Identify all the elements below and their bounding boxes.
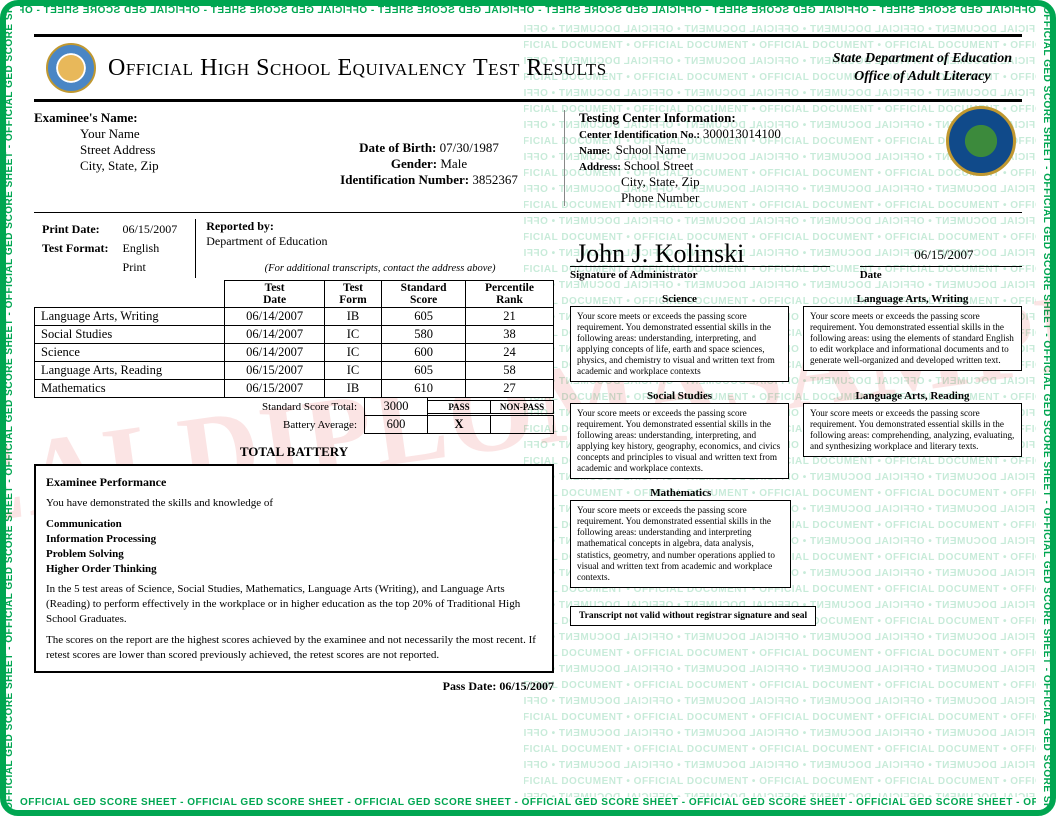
info-row: Examinee's Name: Your Name Street Addres… bbox=[34, 110, 1022, 206]
total-value: 3000 bbox=[364, 397, 428, 416]
center-phone: Phone Number bbox=[579, 190, 1022, 206]
totals-row-1: Standard Score Total: 3000 PASS NON-PASS bbox=[254, 397, 554, 416]
signature-value: John J. Kolinski bbox=[570, 239, 830, 267]
nonpass-mark bbox=[490, 415, 554, 434]
signature-label: Signature of Administrator bbox=[570, 269, 830, 281]
examinee-name: Your Name bbox=[34, 126, 294, 142]
center-id-label: Center Identification No.: bbox=[579, 129, 700, 141]
header: Official High School Equivalency Test Re… bbox=[34, 34, 1022, 102]
dept-line1: State Department of Education bbox=[833, 50, 1012, 68]
idnum-value: 3852367 bbox=[472, 172, 518, 187]
state-seal-icon bbox=[46, 43, 96, 93]
fb-math: Your score meets or exceeds the passing … bbox=[570, 500, 791, 587]
divider bbox=[34, 212, 1022, 213]
pass-date-row: Pass Date: 06/15/2007 bbox=[34, 679, 554, 694]
border-text-top: OFFICIAL GED SCORE SHEET - OFFICIAL GED … bbox=[20, 5, 1036, 19]
avg-value: 600 bbox=[364, 415, 428, 434]
avg-label: Battery Average: bbox=[275, 417, 365, 433]
nonpass-header: NON-PASS bbox=[490, 400, 554, 414]
idnum-label: Identification Number: bbox=[340, 172, 469, 187]
document-title: Official High School Equivalency Test Re… bbox=[108, 55, 833, 82]
testing-center-block: Testing Center Information: Center Ident… bbox=[564, 110, 1022, 206]
pass-date-value: 06/15/2007 bbox=[499, 679, 554, 693]
left-column: Print Date:06/15/2007 Test Format:Englis… bbox=[34, 219, 554, 694]
department-block: State Department of Education Office of … bbox=[833, 50, 1022, 86]
signature-date-label: Date bbox=[860, 269, 1022, 281]
signature-date: 06/15/2007 bbox=[860, 239, 1022, 267]
table-row: Social Studies bbox=[35, 326, 225, 344]
perf-heading: Examinee Performance bbox=[46, 474, 542, 490]
examinee-csz: City, State, Zip bbox=[34, 158, 294, 174]
format-lang: English bbox=[117, 240, 184, 257]
format-mode: Print bbox=[117, 259, 184, 276]
fb-writing: Your score meets or exceeds the passing … bbox=[803, 306, 1022, 371]
fb-reading-title: Language Arts, Reading bbox=[803, 390, 1022, 402]
fb-science-title: Science bbox=[570, 293, 789, 305]
feedback-grid: Science Your score meets or exceeds the … bbox=[570, 293, 1022, 588]
center-addr-label: Address: bbox=[579, 161, 621, 173]
fb-social: Your score meets or exceeds the passing … bbox=[570, 403, 789, 479]
perf-p2: The scores on the report are the highest… bbox=[46, 633, 542, 663]
center-csz: City, State, Zip bbox=[579, 174, 1022, 190]
gender-value: Male bbox=[440, 156, 467, 171]
perf-intro: You have demonstrated the skills and kno… bbox=[46, 496, 542, 511]
center-name-label: Name: bbox=[579, 145, 610, 157]
table-row: Language Arts, Writing bbox=[35, 308, 225, 326]
dob-value: 07/30/1987 bbox=[440, 140, 499, 155]
dob-label: Date of Birth: bbox=[359, 140, 436, 155]
total-label: Standard Score Total: bbox=[254, 399, 365, 415]
battery-title: TOTAL BATTERY bbox=[34, 444, 554, 460]
reported-label: Reported by: bbox=[206, 219, 554, 234]
content: Official High School Equivalency Test Re… bbox=[34, 20, 1022, 796]
signature-row: John J. Kolinski Signature of Administra… bbox=[570, 239, 1022, 281]
perf-skills: CommunicationInformation ProcessingProbl… bbox=[46, 517, 542, 576]
pass-mark: X bbox=[427, 415, 491, 434]
fb-social-title: Social Studies bbox=[570, 390, 789, 402]
performance-box: Examinee Performance You have demonstrat… bbox=[34, 464, 554, 673]
document-page: OFFICIAL DOCUMENT • OFFICIAL DOCUMENT • … bbox=[0, 0, 1056, 816]
scores-table: TestDateTestFormStandardScorePercentileR… bbox=[34, 280, 554, 398]
transcript-note: (For additional transcripts, contact the… bbox=[206, 263, 554, 274]
fb-writing-title: Language Arts, Writing bbox=[803, 293, 1022, 305]
dept-line2: Office of Adult Literacy bbox=[833, 68, 1012, 86]
table-row: Language Arts, Reading bbox=[35, 362, 225, 380]
format-label: Test Format: bbox=[36, 240, 115, 257]
pass-date-label: Pass Date: bbox=[443, 679, 497, 693]
center-name-value: School Name bbox=[616, 142, 686, 157]
border-text-right: OFFICIAL GED SCORE SHEET - OFFICIAL GED … bbox=[1036, 6, 1052, 810]
identity-block: Date of Birth: 07/30/1987 Gender: Male I… bbox=[314, 140, 544, 206]
examinee-block: Examinee's Name: Your Name Street Addres… bbox=[34, 110, 294, 206]
main-columns: Print Date:06/15/2007 Test Format:Englis… bbox=[34, 219, 1022, 694]
totals-row-2: Battery Average: 600 X bbox=[254, 415, 554, 434]
dept-seal-icon bbox=[946, 106, 1016, 176]
examinee-street: Street Address bbox=[34, 142, 294, 158]
fb-math-title: Mathematics bbox=[570, 487, 791, 499]
examinee-label: Examinee's Name: bbox=[34, 110, 294, 126]
meta-table: Print Date:06/15/2007 Test Format:Englis… bbox=[34, 219, 185, 278]
reported-by: Department of Education bbox=[206, 234, 554, 249]
center-addr-value: School Street bbox=[624, 158, 694, 173]
print-date-value: 06/15/2007 bbox=[117, 221, 184, 238]
gender-label: Gender: bbox=[391, 156, 437, 171]
pass-header: PASS bbox=[427, 400, 491, 414]
table-row: Mathematics bbox=[35, 380, 225, 398]
fb-reading: Your score meets or exceeds the passing … bbox=[803, 403, 1022, 457]
center-id-value: 300013014100 bbox=[703, 126, 781, 141]
fb-science: Your score meets or exceeds the passing … bbox=[570, 306, 789, 382]
right-column: John J. Kolinski Signature of Administra… bbox=[570, 219, 1022, 694]
table-row: Science bbox=[35, 344, 225, 362]
disclaimer: Transcript not valid without registrar s… bbox=[570, 606, 816, 626]
print-date-label: Print Date: bbox=[36, 221, 115, 238]
perf-p1: In the 5 test areas of Science, Social S… bbox=[46, 582, 542, 627]
border-text-bottom: OFFICIAL GED SCORE SHEET - OFFICIAL GED … bbox=[20, 797, 1036, 811]
